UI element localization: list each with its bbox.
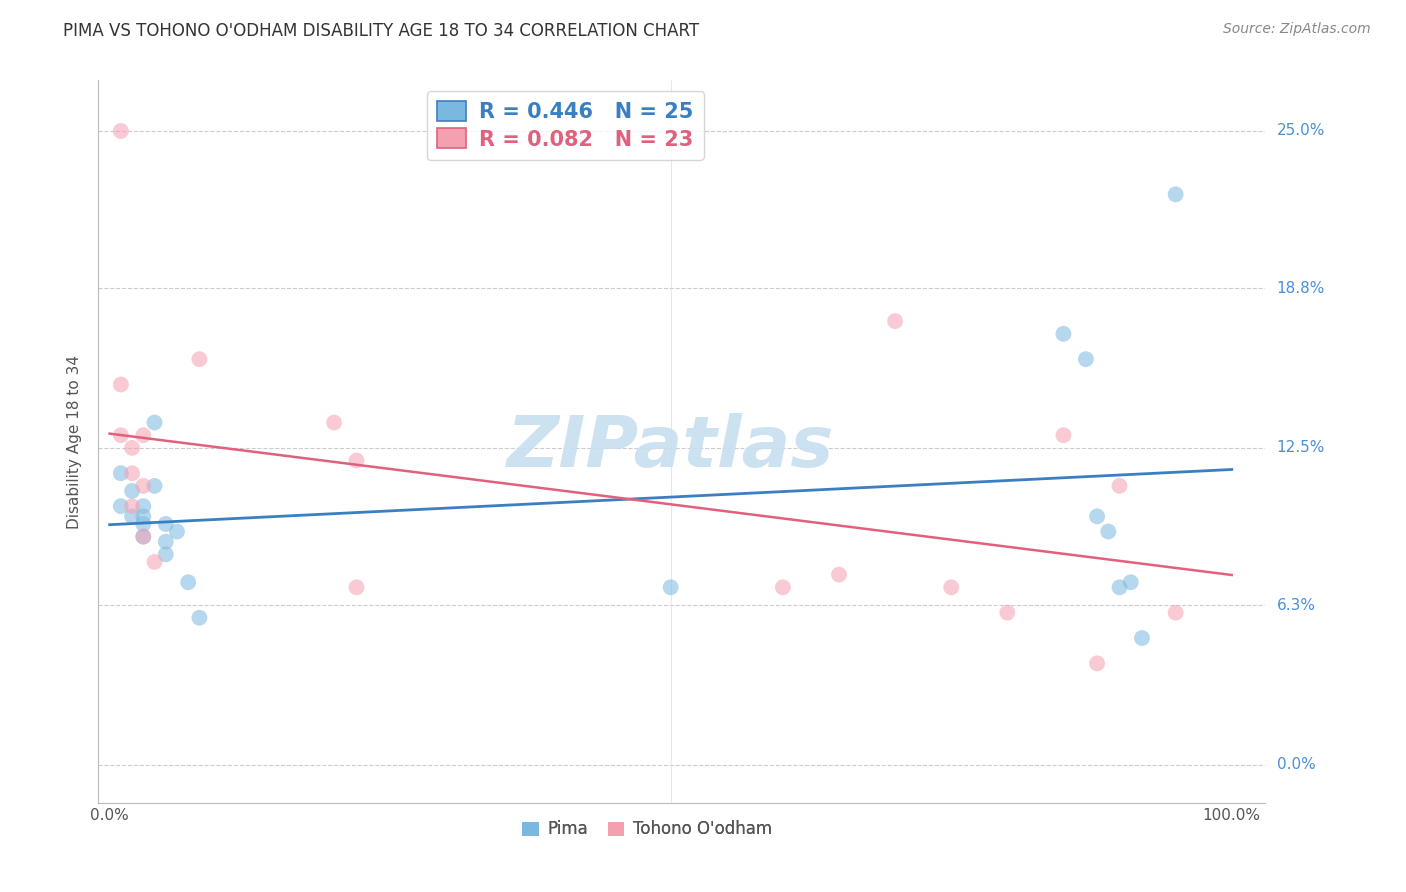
Text: Source: ZipAtlas.com: Source: ZipAtlas.com — [1223, 22, 1371, 37]
Point — [188, 352, 211, 367]
Point — [659, 580, 682, 594]
Legend: Pima, Tohono O'odham: Pima, Tohono O'odham — [515, 814, 779, 845]
Point — [1074, 352, 1097, 367]
Point — [1164, 187, 1187, 202]
Point — [1097, 524, 1119, 539]
Point — [143, 479, 166, 493]
Point — [110, 499, 132, 513]
Point — [772, 580, 794, 594]
Point — [941, 580, 963, 594]
Point — [166, 524, 188, 539]
Point — [121, 467, 143, 481]
Point — [323, 416, 346, 430]
Text: ZIPatlas: ZIPatlas — [508, 413, 834, 483]
Point — [884, 314, 907, 328]
Point — [132, 530, 155, 544]
Point — [1052, 428, 1074, 442]
Text: PIMA VS TOHONO O'ODHAM DISABILITY AGE 18 TO 34 CORRELATION CHART: PIMA VS TOHONO O'ODHAM DISABILITY AGE 18… — [63, 22, 699, 40]
Point — [132, 428, 155, 442]
Point — [346, 580, 368, 594]
Point — [155, 534, 177, 549]
Point — [188, 611, 211, 625]
Text: 0.0%: 0.0% — [1277, 757, 1316, 772]
Point — [155, 516, 177, 531]
Point — [1085, 657, 1108, 671]
Point — [995, 606, 1018, 620]
Point — [110, 428, 132, 442]
Point — [132, 479, 155, 493]
Point — [110, 467, 132, 481]
Point — [110, 377, 132, 392]
Point — [132, 509, 155, 524]
Point — [1108, 479, 1130, 493]
Point — [1164, 606, 1187, 620]
Point — [121, 499, 143, 513]
Point — [828, 567, 851, 582]
Text: 6.3%: 6.3% — [1277, 598, 1316, 613]
Point — [1130, 631, 1153, 645]
Point — [177, 575, 200, 590]
Point — [121, 509, 143, 524]
Point — [121, 483, 143, 498]
Point — [1052, 326, 1074, 341]
Text: 12.5%: 12.5% — [1277, 441, 1324, 456]
Point — [1119, 575, 1142, 590]
Y-axis label: Disability Age 18 to 34: Disability Age 18 to 34 — [67, 354, 83, 529]
Point — [155, 547, 177, 561]
Text: 18.8%: 18.8% — [1277, 281, 1324, 295]
Point — [143, 555, 166, 569]
Text: 25.0%: 25.0% — [1277, 123, 1324, 138]
Point — [110, 124, 132, 138]
Point — [1108, 580, 1130, 594]
Point — [132, 530, 155, 544]
Point — [346, 453, 368, 467]
Point — [132, 499, 155, 513]
Point — [132, 516, 155, 531]
Point — [143, 416, 166, 430]
Point — [1085, 509, 1108, 524]
Point — [121, 441, 143, 455]
